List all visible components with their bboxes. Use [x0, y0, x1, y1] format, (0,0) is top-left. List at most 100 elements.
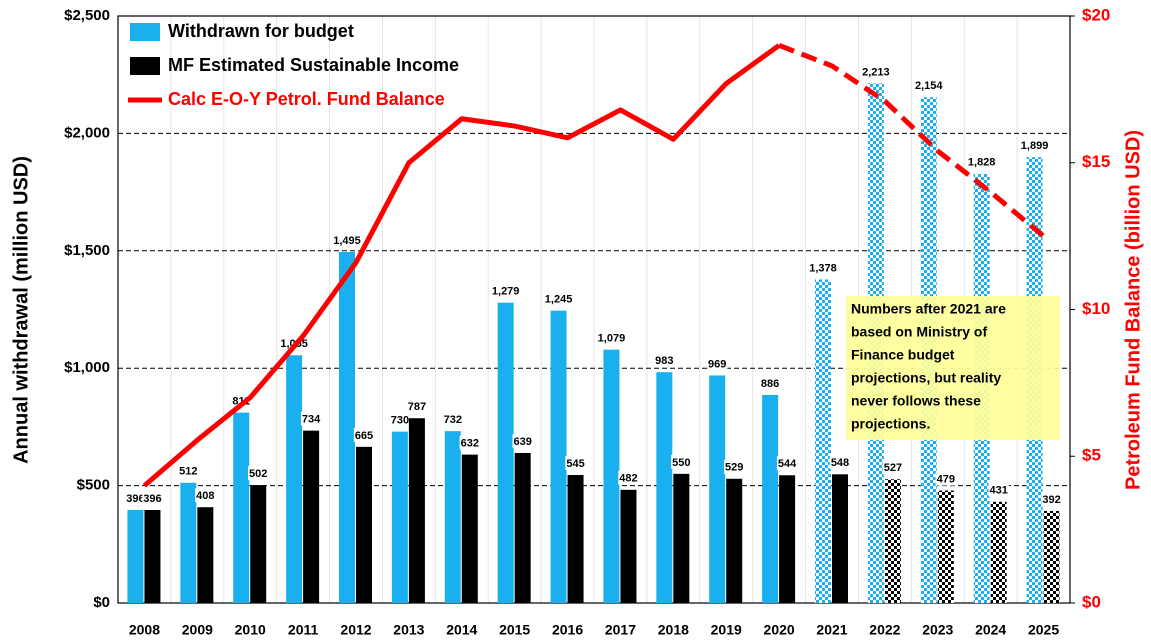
x-tick-label: 2022 [869, 622, 900, 638]
x-tick-label: 2019 [711, 622, 742, 638]
value-label: 1,279 [492, 286, 520, 298]
y2-tick-label: $5 [1082, 446, 1101, 465]
x-tick-label: 2014 [446, 622, 477, 638]
bar [197, 507, 214, 603]
x-tick-label: 2013 [393, 622, 424, 638]
value-label: 550 [672, 457, 690, 469]
line [142, 43, 781, 488]
annotation-box [846, 296, 1060, 440]
value-label-bg [125, 491, 146, 506]
value-label: 732 [444, 414, 462, 426]
value-label-bg [178, 463, 199, 478]
value-label: 1,378 [809, 262, 837, 274]
value-label: 886 [761, 378, 779, 390]
bar [497, 302, 514, 603]
annotation-text: Finance budget [851, 347, 955, 363]
x-tick-label: 2016 [552, 622, 583, 638]
legend-swatch [130, 57, 160, 75]
bar [762, 394, 779, 603]
bar [408, 418, 425, 603]
value-label: 396 [126, 493, 144, 505]
x-tick-label: 2017 [605, 622, 636, 638]
value-label: 545 [566, 458, 584, 470]
value-label-bg [442, 412, 463, 427]
value-label: 639 [513, 436, 531, 448]
value-label-bg [935, 471, 956, 486]
bar [937, 490, 954, 603]
y-tick-label: $0 [93, 594, 110, 611]
y-tick-label: $2,500 [64, 7, 110, 24]
bar [1043, 510, 1060, 603]
y2-tick-label: $10 [1082, 299, 1110, 318]
annotation-text: Numbers after 2021 are [851, 301, 1006, 317]
value-label-bg [618, 470, 639, 485]
bar [514, 452, 531, 603]
bar [391, 431, 408, 603]
value-label: 529 [725, 462, 743, 474]
x-tick-label: 2008 [129, 622, 160, 638]
value-label-bg [1019, 138, 1050, 153]
value-label-bg [776, 456, 799, 471]
bar [356, 446, 372, 603]
value-label: 2,213 [862, 66, 890, 78]
value-label: 1,495 [333, 235, 361, 247]
value-label-bg [231, 393, 252, 408]
bar [815, 279, 831, 603]
bar [180, 482, 197, 603]
value-label-bg [966, 154, 997, 169]
value-label: 1,079 [598, 333, 626, 345]
legend-label: MF Estimated Sustainable Income [168, 55, 459, 75]
y-tick-label: $2,000 [64, 124, 110, 141]
value-label-bg [988, 482, 1009, 497]
value-label-bg [142, 491, 163, 506]
value-label: 983 [655, 355, 673, 367]
bar [884, 479, 901, 603]
annotation-text: based on Ministry of [851, 324, 987, 340]
value-label: 1,899 [1021, 140, 1049, 152]
bar [339, 251, 355, 603]
value-label: 734 [302, 414, 321, 426]
value-label: 969 [708, 358, 726, 370]
x-tick-label: 2020 [764, 622, 795, 638]
x-tick-label: 2009 [182, 622, 213, 638]
value-label: 431 [989, 485, 1007, 497]
value-label-bg [829, 455, 851, 470]
x-tick-label: 2012 [340, 622, 371, 638]
bar [990, 501, 1007, 603]
y-tick-label: $1,000 [64, 359, 110, 376]
value-label: 787 [408, 401, 426, 413]
value-label: 544 [778, 458, 797, 470]
value-label-bg [861, 64, 891, 79]
value-label: 632 [461, 438, 479, 450]
projection-line [778, 43, 1046, 239]
y-tick-label: $1,500 [64, 242, 110, 259]
bar [250, 485, 267, 603]
bar [567, 475, 584, 603]
value-label: 2,154 [915, 80, 943, 92]
bar [603, 349, 620, 603]
bar [656, 372, 673, 603]
legend-label: Withdrawn for budget [168, 21, 354, 41]
annotation-text: projections. [851, 416, 930, 432]
value-label-bg [195, 488, 216, 503]
value-label: 1,828 [968, 157, 996, 169]
value-label: 730 [391, 415, 409, 427]
value-label-bg [490, 283, 521, 298]
bar [444, 431, 461, 603]
bar [127, 510, 144, 603]
bar [832, 474, 848, 603]
bar [233, 412, 250, 603]
bar [144, 510, 161, 603]
legend-label: Calc E-O-Y Petrol. Fund Balance [168, 89, 445, 109]
value-label-bg [565, 456, 586, 471]
value-label-bg [332, 232, 362, 247]
value-label-bg [353, 427, 375, 442]
value-label-bg [248, 466, 269, 481]
legend-swatch [130, 23, 160, 41]
x-tick-label: 2024 [975, 622, 1006, 638]
value-label-bg [406, 399, 428, 414]
y-axis-label: Annual withdrawal (million USD) [10, 156, 32, 464]
value-label-bg [707, 356, 728, 371]
y2-tick-label: $0 [1082, 592, 1101, 611]
